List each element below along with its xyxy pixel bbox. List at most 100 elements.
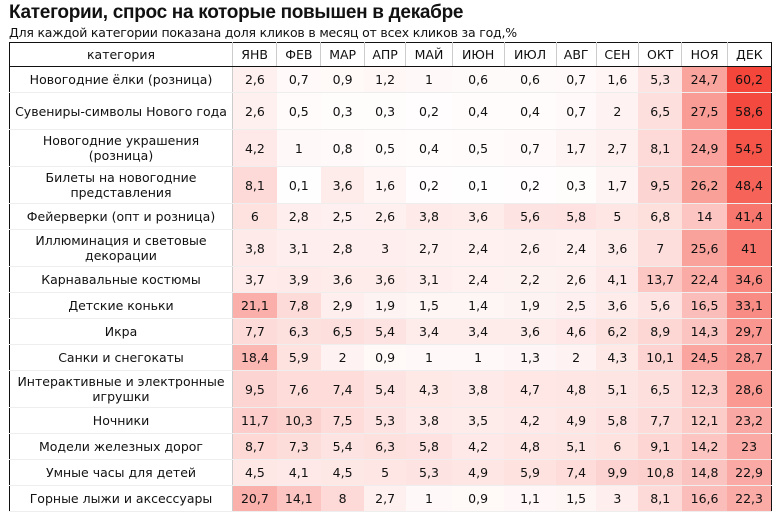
heatmap-cell: 0,2: [405, 166, 453, 204]
heatmap-cell: 33,1: [727, 292, 772, 319]
heatmap-cell: 2,6: [504, 229, 557, 267]
category-label: Умные часы для детей: [9, 459, 233, 486]
category-label: Санки и снегокаты: [9, 344, 233, 371]
heatmap-cell: 4,8: [556, 370, 597, 408]
heatmap-cell: 7,5: [320, 407, 365, 434]
category-label: Детские коньки: [9, 292, 233, 319]
heatmap-cell: 24,5: [681, 344, 728, 371]
heatmap-cell: 6,5: [320, 318, 365, 345]
heatmap-cell: 3,1: [276, 229, 321, 267]
heatmap-cell: 4,3: [405, 370, 453, 408]
heatmap-cell: 5,4: [364, 318, 406, 345]
heatmap-cell: 2,4: [452, 229, 505, 267]
table-row: Сувениры-символы Нового года 2,6 0,5 0,3 0,3…: [9, 92, 772, 130]
table-row: Интерактивные и электронные игрушки 9,5 7,…: [9, 370, 772, 408]
header-row: категория ЯНВ ФЕВ МАР АПР МАЙ ИЮН ИЮЛ АВГ СЕН ОКТ…: [9, 42, 772, 67]
heatmap-cell: 0,5: [276, 92, 321, 130]
heatmap-cell: 2,4: [452, 266, 505, 293]
heatmap-cell: 2,8: [320, 229, 365, 267]
heatmap-cell: 4,1: [596, 266, 639, 293]
heatmap-cell: 58,6: [727, 92, 772, 130]
heatmap-cell: 8,7: [232, 433, 277, 460]
heatmap-cell: 9,5: [638, 166, 682, 204]
heatmap-cell: 41: [727, 229, 772, 267]
table-row: Модели железных дорог 8,7 7,3 5,4 6,3 5,8 4,2 4…: [9, 433, 772, 460]
heatmap-cell: 4,9: [556, 407, 597, 434]
heatmap-cell: 11,7: [232, 407, 277, 434]
table-row: Иллюминация и световые декорации 3,8 3,1 2,…: [9, 229, 772, 267]
heatmap-cell: 2,5: [556, 292, 597, 319]
heatmap-cell: 1: [452, 344, 505, 371]
heatmap-cell: 3,8: [405, 203, 453, 230]
table-row: Детские коньки 21,1 7,8 2,9 1,9 1,5 1,4 1,9 2,5 3…: [9, 292, 772, 319]
heatmap-cell: 5,9: [276, 344, 321, 371]
heatmap-cell: 1,6: [596, 66, 639, 93]
heatmap-cell: 5,8: [556, 203, 597, 230]
heatmap-cell: 9,5: [232, 370, 277, 408]
heatmap-cell: 48,4: [727, 166, 772, 204]
heatmap-cell: 2,7: [596, 129, 639, 167]
category-label: Интерактивные и электронные игрушки: [9, 370, 233, 408]
heatmap-cell: 3,6: [320, 266, 365, 293]
heatmap-cell: 1,2: [364, 66, 406, 93]
heatmap-cell: 3,1: [405, 266, 453, 293]
heatmap-cell: 10,3: [276, 407, 321, 434]
table-row: Фейерверки (опт и розница) 6 2,8 2,5 2,6 3,8 3…: [9, 203, 772, 230]
table-row: Умные часы для детей 4,5 4,1 4,5 5 5,3 4,9 5,9 7…: [9, 459, 772, 486]
heatmap-cell: 8,1: [638, 485, 682, 512]
heatmap-cell: 0,3: [556, 166, 597, 204]
heatmap-cell: 10,8: [638, 459, 682, 486]
heatmap-cell: 3,6: [596, 292, 639, 319]
heatmap-cell: 2,2: [504, 266, 557, 293]
heatmap-cell: 2,7: [405, 229, 453, 267]
heatmap-cell: 5,1: [596, 370, 639, 408]
heatmap-cell: 3,6: [364, 266, 406, 293]
heatmap-cell: 0,7: [556, 66, 597, 93]
heatmap-cell: 18,4: [232, 344, 277, 371]
heatmap-cell: 4,2: [452, 433, 505, 460]
heatmap-cell: 28,7: [727, 344, 772, 371]
heatmap-cell: 8,1: [638, 129, 682, 167]
heatmap-cell: 5,6: [638, 292, 682, 319]
heatmap-cell: 2,8: [276, 203, 321, 230]
table-row: Икра 7,7 6,3 6,5 5,4 3,4 3,4 3,6 4,6 6,2 8,9 14,3 29…: [9, 318, 772, 345]
heatmap-cell: 7,7: [232, 318, 277, 345]
header-month: ФЕВ: [276, 42, 321, 67]
heatmap-cell: 1,9: [504, 292, 557, 319]
header-month: ИЮЛ: [503, 42, 557, 67]
heatmap-cell: 4,5: [320, 459, 365, 486]
heatmap-cell: 23: [727, 433, 772, 460]
heatmap-cell: 1,7: [596, 166, 639, 204]
heatmap-cell: 0,5: [452, 129, 505, 167]
heatmap-cell: 8,9: [638, 318, 682, 345]
heatmap-cell: 6,3: [364, 433, 406, 460]
heatmap-cell: 24,9: [681, 129, 728, 167]
heatmap-cell: 54,5: [727, 129, 772, 167]
header-month: ДЕК: [726, 42, 772, 67]
heatmap-cell: 1: [405, 66, 453, 93]
header-month: НОЯ: [681, 42, 728, 67]
header-month: АПР: [363, 42, 406, 67]
heatmap-cell: 5,3: [638, 66, 682, 93]
heatmap-cell: 4,6: [556, 318, 597, 345]
heatmap-cell: 4,3: [596, 344, 639, 371]
heatmap-cell: 24,7: [681, 66, 728, 93]
heatmap-cell: 14,2: [681, 433, 728, 460]
heatmap-cell: 8,1: [232, 166, 277, 204]
heatmap-cell: 9,1: [638, 433, 682, 460]
heatmap-cell: 13,7: [638, 266, 682, 293]
header-month: МАР: [320, 42, 365, 67]
heatmap-cell: 0,7: [556, 92, 597, 130]
heatmap-cell: 3,6: [596, 229, 639, 267]
table-row: Новогодние ёлки (розница) 2,6 0,7 0,9 1,2 1 0,…: [9, 66, 772, 93]
header-month: АВГ: [555, 42, 597, 67]
heatmap-cell: 0,3: [320, 92, 365, 130]
chart-subtitle: Для каждой категории показана доля клико…: [9, 25, 517, 40]
heatmap-cell: 3,5: [452, 407, 505, 434]
heatmap-cell: 3,8: [232, 229, 277, 267]
category-label: Ночники: [9, 407, 233, 434]
heatmap-cell: 2,6: [556, 266, 597, 293]
heatmap-cell: 23,2: [727, 407, 772, 434]
heatmap-cell: 5,8: [596, 407, 639, 434]
heatmap-cell: 4,2: [504, 407, 557, 434]
